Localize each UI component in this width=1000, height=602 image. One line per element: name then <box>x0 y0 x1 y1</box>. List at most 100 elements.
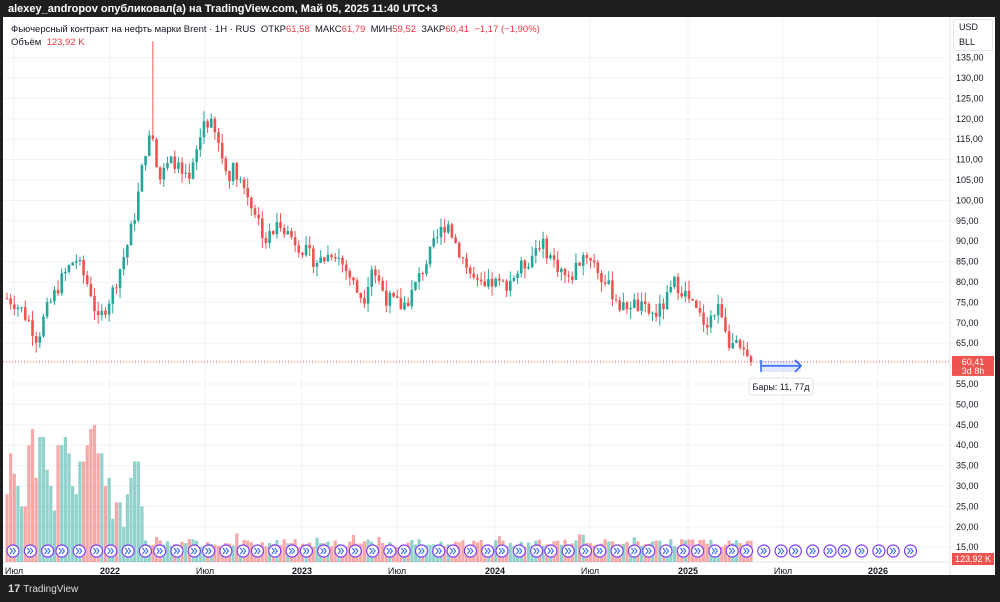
event-marker-icon[interactable] <box>72 544 86 558</box>
event-marker-icon[interactable] <box>334 544 348 558</box>
event-marker-icon[interactable] <box>725 544 739 558</box>
double-chevron-icon <box>760 547 767 555</box>
event-marker-icon[interactable] <box>872 544 886 558</box>
tradingview-logo[interactable]: 17 TradingView <box>8 583 78 595</box>
double-chevron-icon <box>205 547 212 555</box>
volume-bar <box>125 494 129 562</box>
candle-body <box>530 255 534 268</box>
event-marker-icon[interactable] <box>610 544 624 558</box>
event-marker-icon[interactable] <box>578 544 593 558</box>
event-marker-icon[interactable] <box>55 544 69 558</box>
volume-bar <box>216 545 221 562</box>
event-marker-icon[interactable] <box>446 544 460 558</box>
candle-body <box>191 162 195 179</box>
event-marker-icon[interactable] <box>219 544 233 558</box>
event-marker-icon[interactable] <box>138 544 152 558</box>
event-marker-icon[interactable] <box>89 544 104 558</box>
candle-body <box>355 280 359 293</box>
double-chevron-icon <box>337 547 345 555</box>
event-marker-icon[interactable] <box>854 544 869 558</box>
event-marker-icon[interactable] <box>823 544 837 558</box>
candle-body <box>301 252 304 256</box>
event-marker-icon[interactable] <box>676 544 690 558</box>
candle-body <box>348 270 352 278</box>
event-marker-icon[interactable] <box>268 544 282 558</box>
bar-countdown: 3d 8h <box>962 366 985 376</box>
candle-body <box>140 165 144 192</box>
event-marker-icon[interactable] <box>544 544 558 558</box>
event-marker-icon[interactable] <box>757 544 771 558</box>
event-marker-icon[interactable] <box>170 544 184 558</box>
event-marker-icon[interactable] <box>121 544 135 558</box>
double-chevron-icon <box>271 547 278 555</box>
event-marker-icon[interactable] <box>886 544 900 558</box>
event-marker-icon[interactable] <box>593 544 607 558</box>
event-marker-icon[interactable] <box>202 544 216 558</box>
price-chart[interactable]: 135,00 130,00 125,00 120,00 115,00 110,00 105,… <box>3 17 995 575</box>
event-marker-icon[interactable] <box>40 544 55 558</box>
event-marker-icon[interactable] <box>495 544 509 558</box>
double-chevron-icon <box>840 547 848 555</box>
double-chevron-icon <box>564 547 572 555</box>
candle-body <box>155 139 158 168</box>
double-chevron-icon <box>124 547 132 555</box>
event-marker-icon[interactable] <box>481 544 495 558</box>
event-marker-icon[interactable] <box>788 544 803 558</box>
unit-selector[interactable]: USD BLL <box>953 19 993 51</box>
candle-body <box>126 245 129 258</box>
event-marker-icon[interactable] <box>708 544 722 558</box>
event-marker-icon[interactable] <box>659 544 673 558</box>
event-marker-icon[interactable] <box>348 544 362 558</box>
volume-bar <box>184 543 188 562</box>
candle-body <box>527 267 530 269</box>
event-marker-icon[interactable] <box>383 544 397 558</box>
event-marker-icon[interactable] <box>285 544 299 558</box>
event-marker-icon[interactable] <box>463 544 477 558</box>
event-marker-icon[interactable] <box>903 544 918 558</box>
candle-body <box>581 255 585 266</box>
double-chevron-icon <box>173 547 181 555</box>
volume-bar <box>34 477 38 562</box>
event-marker-icon[interactable] <box>414 544 429 558</box>
event-marker-icon[interactable] <box>299 544 313 558</box>
event-marker-icon[interactable] <box>153 544 167 558</box>
event-marker-icon[interactable] <box>236 544 250 558</box>
volume-bar <box>541 545 545 562</box>
y-tick-label: 110,00 <box>956 155 983 165</box>
event-marker-icon[interactable] <box>529 544 544 558</box>
event-marker-icon[interactable] <box>837 544 851 558</box>
candle-body <box>85 275 89 284</box>
y-tick-label: 65,00 <box>956 338 979 348</box>
double-chevron-icon <box>515 547 523 555</box>
event-marker-icon[interactable] <box>366 544 380 558</box>
candle-body <box>589 257 592 261</box>
chart-area[interactable]: 135,00 130,00 125,00 120,00 115,00 110,00 105,… <box>3 17 995 575</box>
event-marker-icon[interactable] <box>317 544 331 558</box>
candle-body <box>49 301 53 303</box>
event-marker-icon[interactable] <box>6 544 20 558</box>
event-marker-icon[interactable] <box>432 544 446 558</box>
double-chevron-icon <box>645 547 652 555</box>
close-label: ЗАКР <box>421 24 446 35</box>
event-marker-icon[interactable] <box>397 544 411 558</box>
unit-measure[interactable]: BLL <box>959 37 976 47</box>
event-marker-icon[interactable] <box>806 544 820 558</box>
unit-currency[interactable]: USD <box>959 22 979 32</box>
event-marker-icon[interactable] <box>627 544 642 558</box>
candle-body <box>293 237 297 246</box>
event-marker-icon[interactable] <box>250 544 265 558</box>
candle-body <box>669 286 673 292</box>
event-marker-icon[interactable] <box>774 544 788 558</box>
event-marker-icon[interactable] <box>690 544 705 558</box>
event-marker-icon[interactable] <box>739 544 754 558</box>
double-chevron-icon <box>9 547 17 555</box>
candle-body <box>89 283 93 297</box>
event-marker-icon[interactable] <box>561 544 575 558</box>
event-marker-icon[interactable] <box>512 544 526 558</box>
candle-body <box>158 167 162 180</box>
event-marker-icon[interactable] <box>187 544 201 558</box>
event-marker-icon[interactable] <box>104 544 118 558</box>
event-marker-icon[interactable] <box>642 544 656 558</box>
double-chevron-icon <box>743 547 750 555</box>
event-marker-icon[interactable] <box>23 544 37 558</box>
